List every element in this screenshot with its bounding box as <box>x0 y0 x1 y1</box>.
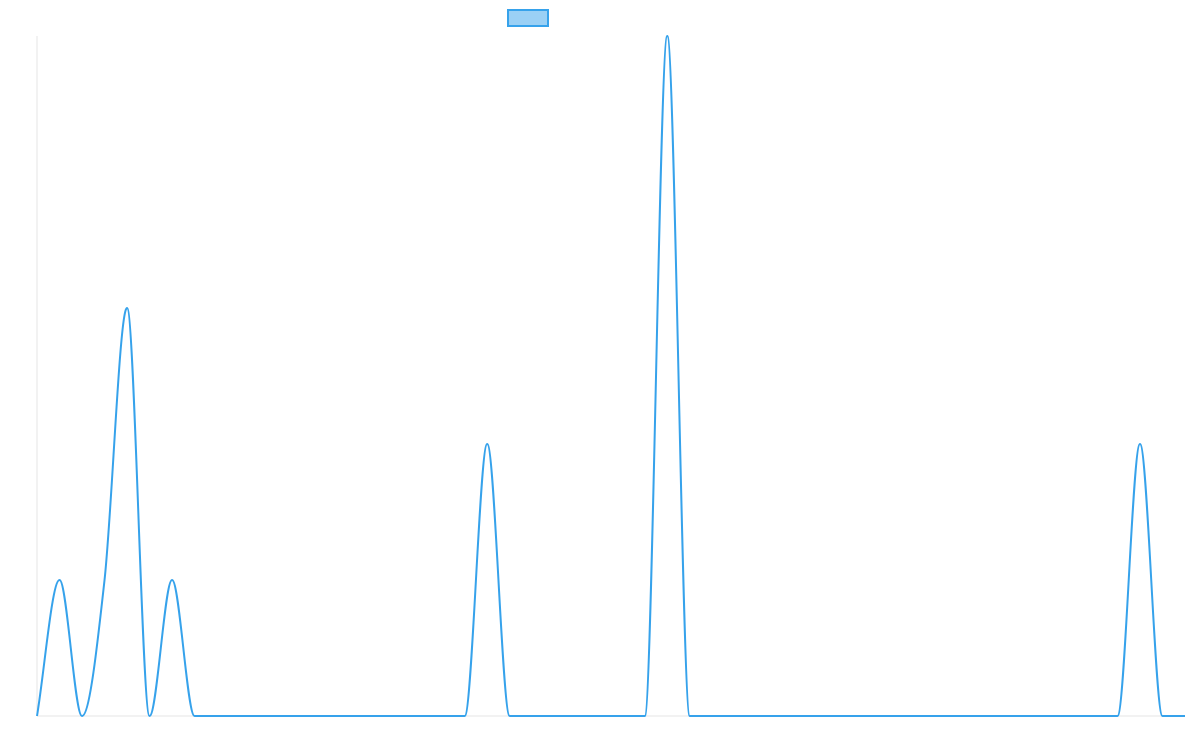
series-line-0 <box>36 35 1185 717</box>
series-layer <box>36 35 1185 717</box>
axes <box>36 36 1185 717</box>
legend[interactable] <box>507 9 549 27</box>
legend-swatch[interactable] <box>507 9 549 27</box>
